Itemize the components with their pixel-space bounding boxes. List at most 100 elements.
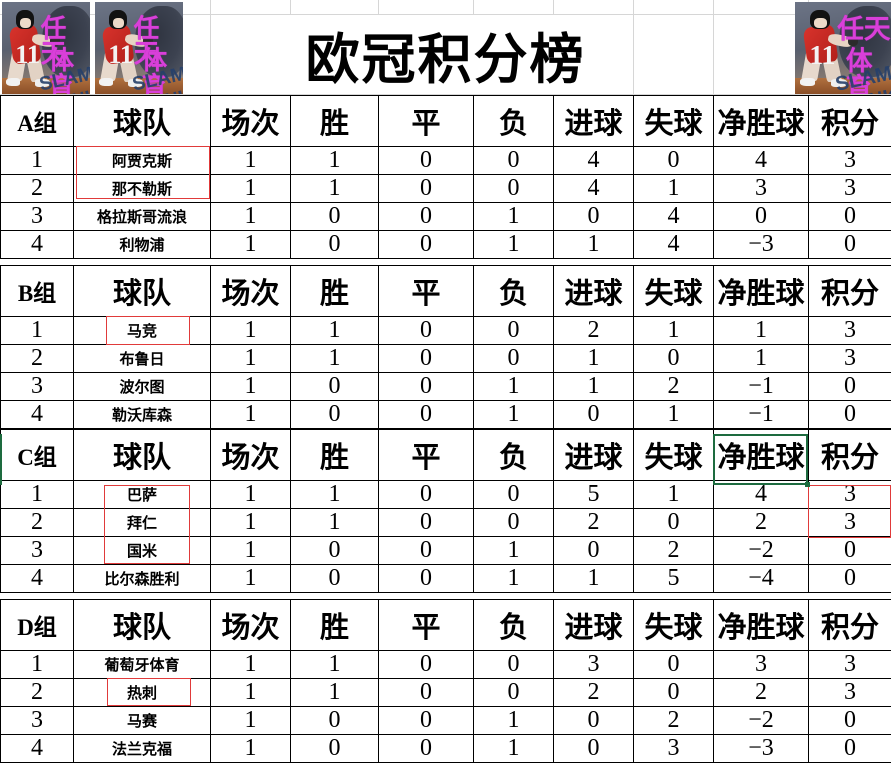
table-row[interactable]: 3 国米 1 0 0 1 0 2 −2 0 (0, 536, 891, 565)
cell-win: 1 (290, 508, 379, 537)
col-header-team[interactable]: 球队 (73, 95, 211, 147)
cell-loss: 1 (473, 706, 554, 735)
group-label: D组 (0, 599, 74, 651)
table-row[interactable]: 2 布鲁日 1 1 0 0 1 0 1 3 (0, 344, 891, 373)
cell-loss: 1 (473, 202, 554, 231)
col-header-goals-for[interactable]: 进球 (553, 265, 634, 317)
sheet-gridline (0, 94, 891, 95)
col-header-points[interactable]: 积分 (808, 599, 891, 651)
cell-goals-against: 5 (633, 564, 714, 593)
sheet-gridline (378, 0, 379, 14)
cell-goals-against: 1 (633, 400, 714, 429)
fill-handle[interactable] (805, 482, 810, 487)
cell-loss: 0 (473, 650, 554, 679)
sheet-gridline (713, 14, 714, 94)
col-header-team[interactable]: 球队 (73, 599, 211, 651)
col-header-draw[interactable]: 平 (378, 95, 474, 147)
col-header-goals-for[interactable]: 进球 (553, 95, 634, 147)
col-header-points[interactable]: 积分 (808, 265, 891, 317)
table-row[interactable]: 3 马赛 1 0 0 1 0 2 −2 0 (0, 706, 891, 735)
col-header-win[interactable]: 胜 (290, 265, 379, 317)
group-label: C组 (0, 429, 74, 481)
cell-played: 1 (210, 734, 291, 763)
col-header-team[interactable]: 球队 (73, 265, 211, 317)
watermark-image-left-1: 11 任天 体育 SLAM DUNK (2, 2, 90, 94)
col-header-win[interactable]: 胜 (290, 599, 379, 651)
table-header-row: C组 球队 场次 胜 平 负 进球 失球 净胜球 积分 (0, 429, 891, 481)
table-row[interactable]: 4 比尔森胜利 1 0 0 1 1 5 −4 0 (0, 564, 891, 593)
col-header-goals-against[interactable]: 失球 (633, 95, 714, 147)
table-row[interactable]: 3 格拉斯哥流浪 1 0 0 1 0 4 0 0 (0, 202, 891, 231)
table-row[interactable]: 2 拜仁 1 1 0 0 2 0 2 3 (0, 508, 891, 537)
watermark-text-1: 任天 (40, 13, 67, 69)
cell-rank: 3 (0, 706, 74, 735)
cell-loss: 0 (473, 174, 554, 203)
cell-goal-diff: −1 (713, 372, 809, 401)
cell-played: 1 (210, 508, 291, 537)
table-row[interactable]: 2 热刺 1 1 0 0 2 0 2 3 (0, 678, 891, 707)
col-header-goals-against[interactable]: 失球 (633, 599, 714, 651)
table-row[interactable]: 3 波尔图 1 0 0 1 1 2 −1 0 (0, 372, 891, 401)
col-header-played[interactable]: 场次 (210, 95, 291, 147)
col-header-goals-for[interactable]: 进球 (553, 429, 634, 481)
table-row[interactable]: 4 利物浦 1 0 0 1 1 4 −3 0 (0, 230, 891, 259)
table-row[interactable]: 1 马竞 1 1 0 0 2 1 1 3 (0, 316, 891, 345)
cell-loss: 0 (473, 508, 554, 537)
col-header-goal-diff-selected[interactable]: 净胜球 (713, 429, 809, 481)
col-header-goal-diff[interactable]: 净胜球 (713, 265, 809, 317)
cell-draw: 0 (378, 174, 474, 203)
watermark-image-left-2: 11 任天 体育 SLAM DUNK (95, 2, 183, 94)
col-header-draw[interactable]: 平 (378, 429, 474, 481)
cell-rank: 2 (0, 344, 74, 373)
col-header-draw[interactable]: 平 (378, 599, 474, 651)
table-row[interactable]: 4 法兰克福 1 0 0 1 0 3 −3 0 (0, 734, 891, 763)
col-header-played[interactable]: 场次 (210, 599, 291, 651)
sheet-gridline (210, 14, 211, 94)
cell-goals-against: 0 (633, 344, 714, 373)
cell-goals-for: 1 (553, 230, 634, 259)
col-header-win[interactable]: 胜 (290, 429, 379, 481)
cell-goals-against: 0 (633, 146, 714, 175)
cell-win: 1 (290, 480, 379, 509)
cell-loss: 0 (473, 678, 554, 707)
cell-goals-against: 4 (633, 230, 714, 259)
cell-goals-for: 0 (553, 202, 634, 231)
table-row[interactable]: 4 勒沃库森 1 0 0 1 0 1 −1 0 (0, 400, 891, 429)
cell-goals-against: 0 (633, 508, 714, 537)
col-header-played[interactable]: 场次 (210, 265, 291, 317)
col-header-loss[interactable]: 负 (473, 265, 554, 317)
cell-rank: 2 (0, 174, 74, 203)
col-header-team[interactable]: 球队 (73, 429, 211, 481)
cell-rank: 3 (0, 202, 74, 231)
col-header-goal-diff[interactable]: 净胜球 (713, 599, 809, 651)
cell-rank: 4 (0, 564, 74, 593)
cell-goals-for: 2 (553, 678, 634, 707)
col-header-loss[interactable]: 负 (473, 95, 554, 147)
cell-played: 1 (210, 480, 291, 509)
col-header-goals-for[interactable]: 进球 (553, 599, 634, 651)
cell-points: 3 (808, 316, 891, 345)
col-header-played[interactable]: 场次 (210, 429, 291, 481)
cell-goals-for: 2 (553, 508, 634, 537)
col-header-loss[interactable]: 负 (473, 599, 554, 651)
table-row[interactable]: 1 巴萨 1 1 0 0 5 1 4 3 (0, 480, 891, 509)
table-row[interactable]: 2 那不勒斯 1 1 0 0 4 1 3 3 (0, 174, 891, 203)
col-header-goal-diff[interactable]: 净胜球 (713, 95, 809, 147)
cell-goals-against: 0 (633, 678, 714, 707)
cell-goals-for: 4 (553, 146, 634, 175)
col-header-loss[interactable]: 负 (473, 429, 554, 481)
col-header-draw[interactable]: 平 (378, 265, 474, 317)
col-header-goals-against[interactable]: 失球 (633, 265, 714, 317)
col-header-win[interactable]: 胜 (290, 95, 379, 147)
col-header-goals-against[interactable]: 失球 (633, 429, 714, 481)
col-header-points[interactable]: 积分 (808, 95, 891, 147)
group-table-d: D组 球队 场次 胜 平 负 进球 失球 净胜球 积分 1 葡萄牙体育 1 1 … (0, 599, 891, 763)
cell-draw: 0 (378, 564, 474, 593)
cell-draw: 0 (378, 536, 474, 565)
col-header-points[interactable]: 积分 (808, 429, 891, 481)
table-row[interactable]: 1 阿贾克斯 1 1 0 0 4 0 4 3 (0, 146, 891, 175)
sheet-gridline (713, 0, 714, 14)
cell-team: 波尔图 (73, 372, 211, 401)
table-row[interactable]: 1 葡萄牙体育 1 1 0 0 3 0 3 3 (0, 650, 891, 679)
cell-draw: 0 (378, 480, 474, 509)
